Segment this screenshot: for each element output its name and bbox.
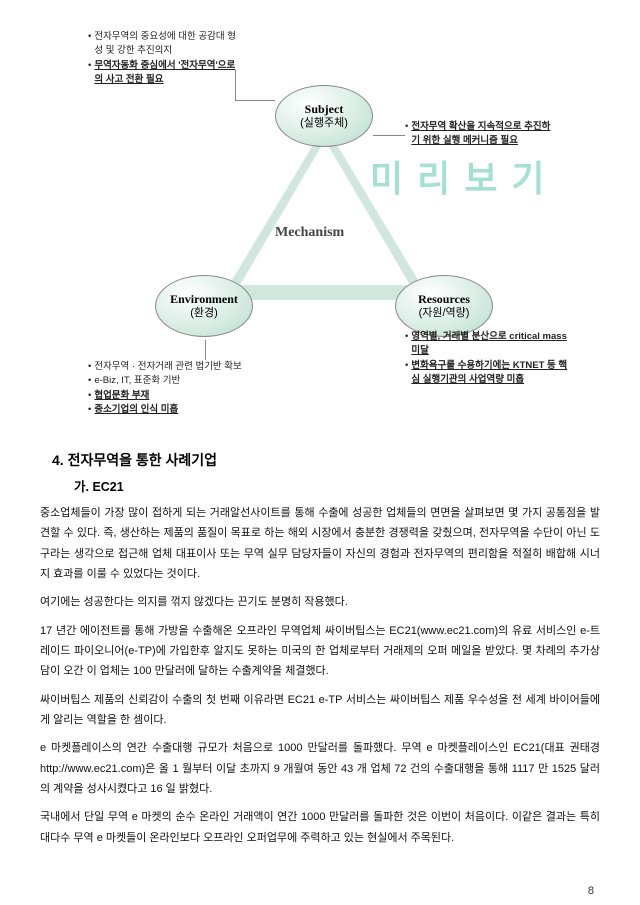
mechanism-label: Mechanism [275,225,344,241]
bullet-icon: • [405,120,408,149]
callout-line: •전자무역 · 전자거래 관련 법기반 확보 [88,360,243,374]
paragraph: 싸이버팁스 제품의 신뢰감이 수출의 첫 번째 이유라면 EC21 e-TP 서… [40,690,600,731]
callout-line: •중소기업의 인식 미흡 [88,403,243,417]
paragraph: e 마켓플레이스의 연간 수출대행 규모가 처음으로 1000 만달러를 돌파했… [40,738,600,799]
paragraph: 여기에는 성공한다는 의지를 꺾지 않겠다는 끈기도 분명히 작용했다. [40,592,600,612]
page-container: 미리보기 Mechanism Subject (실행주체) Environmen… [0,0,640,876]
node-subject: Subject (실행주체) [275,85,373,147]
bullet-icon: • [88,374,91,388]
node-subject-eng: Subject [276,102,372,117]
callout-bottom-left: •전자무역 · 전자거래 관련 법기반 확보•e-Biz, IT, 표준화 기반… [88,360,243,417]
callout-line: •무역자동화 중심에서 '전자무역'으로의 사고 전환 필요 [88,59,238,88]
callout-text: 영역별, 거래별 분산으로 critical mass 미달 [411,330,570,359]
callout-line: •영역별, 거래별 분산으로 critical mass 미달 [405,330,570,359]
bullet-icon: • [88,30,91,59]
triangle-inner [240,140,410,285]
body-paragraphs: 중소업체들이 가장 많이 접하게 되는 거래알선사이트를 통해 수출에 성공한 … [40,503,600,848]
callout-line: •전자무역의 중요성에 대한 공감대 형 성 및 강한 추진의지 [88,30,238,59]
callout-line: •e-Biz, IT, 표준화 기반 [88,374,243,388]
node-res-eng: Resources [396,292,492,307]
bullet-icon: • [405,359,408,388]
node-environment: Environment (환경) [155,275,253,337]
callout-line: •전자무역 확산을 지속적으로 추진하기 위한 실행 메커니즘 필요 [405,120,555,149]
callout-text: 무역자동화 중심에서 '전자무역'으로의 사고 전환 필요 [94,59,238,88]
page-number: 8 [588,885,594,897]
section-number: 4. [52,452,64,468]
section-title: 4. 전자무역을 통한 사례기업 [52,450,600,470]
mechanism-diagram: 미리보기 Mechanism Subject (실행주체) Environmen… [40,30,600,420]
callout-text: 전자무역 · 전자거래 관련 법기반 확보 [94,360,241,374]
subsection-title: 가. EC21 [74,476,600,495]
callout-bottom-right: •영역별, 거래별 분산으로 critical mass 미달•변화욕구를 수용… [405,330,570,387]
bullet-icon: • [88,389,91,403]
connector-line [373,135,405,136]
callout-top-right: •전자무역 확산을 지속적으로 추진하기 위한 실행 메커니즘 필요 [405,120,555,149]
node-resources: Resources (자원/역량) [395,275,493,337]
callout-text: 변화욕구를 수용하기에는 KTNET 등 핵심 실행기관의 사업역량 미흡 [411,359,570,388]
connector-line [205,340,206,360]
callout-text: 전자무역의 중요성에 대한 공감대 형 성 및 강한 추진의지 [94,30,238,59]
callout-line: •협업문화 부재 [88,389,243,403]
paragraph: 중소업체들이 가장 많이 접하게 되는 거래알선사이트를 통해 수출에 성공한 … [40,503,600,584]
node-env-kor: (환경) [156,307,252,321]
paragraph: 17 년간 에이전트를 통해 가방을 수출해온 오프라인 무역업체 싸이버팁스는… [40,621,600,682]
bullet-icon: • [405,330,408,359]
callout-text: 전자무역 확산을 지속적으로 추진하기 위한 실행 메커니즘 필요 [411,120,555,149]
section-title-text: 전자무역을 통한 사례기업 [68,452,217,468]
connector-line [235,100,275,101]
callout-text: 협업문화 부재 [94,389,149,403]
callout-top-left: •전자무역의 중요성에 대한 공감대 형 성 및 강한 추진의지•무역자동화 중… [88,30,238,87]
node-res-kor: (자원/역량) [396,307,492,321]
paragraph: 국내에서 단일 무역 e 마켓의 순수 온라인 거래액이 연간 1000 만달러… [40,807,600,848]
callout-text: e-Biz, IT, 표준화 기반 [94,374,180,388]
node-subject-kor: (실행주체) [276,117,372,131]
bullet-icon: • [88,360,91,374]
bullet-icon: • [88,59,91,88]
bullet-icon: • [88,403,91,417]
node-env-eng: Environment [156,292,252,307]
callout-line: •변화욕구를 수용하기에는 KTNET 등 핵심 실행기관의 사업역량 미흡 [405,359,570,388]
callout-text: 중소기업의 인식 미흡 [94,403,178,417]
